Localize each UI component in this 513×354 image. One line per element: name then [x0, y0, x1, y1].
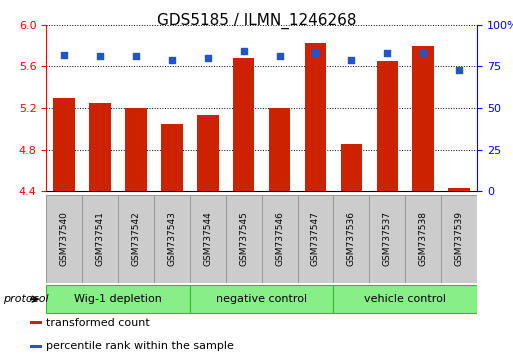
Bar	[369, 195, 405, 283]
Text: GSM737540: GSM737540	[60, 211, 69, 267]
Bar	[46, 195, 82, 283]
Text: GSM737538: GSM737538	[419, 211, 428, 267]
Point	[347, 57, 356, 63]
Bar	[154, 195, 190, 283]
Text: GSM737536: GSM737536	[347, 211, 356, 267]
Bar	[82, 195, 118, 283]
Bar	[341, 144, 362, 191]
Text: GSM737544: GSM737544	[203, 212, 212, 266]
Bar	[298, 195, 333, 283]
Bar	[262, 195, 298, 283]
Bar	[46, 285, 190, 314]
Bar	[30, 345, 42, 348]
Text: Wig-1 depletion: Wig-1 depletion	[74, 294, 162, 304]
Text: percentile rank within the sample: percentile rank within the sample	[46, 341, 234, 351]
Text: GDS5185 / ILMN_1246268: GDS5185 / ILMN_1246268	[157, 12, 356, 29]
Text: GSM737541: GSM737541	[95, 211, 105, 267]
Bar	[405, 195, 441, 283]
Bar	[89, 103, 111, 191]
Text: transformed count: transformed count	[46, 318, 150, 328]
Text: GSM737543: GSM737543	[167, 211, 176, 267]
Bar	[161, 124, 183, 191]
Bar	[269, 108, 290, 191]
Point	[455, 67, 463, 73]
Text: GSM737546: GSM737546	[275, 211, 284, 267]
Bar	[190, 195, 226, 283]
Bar	[412, 46, 434, 191]
Text: GSM737545: GSM737545	[239, 211, 248, 267]
Point	[60, 52, 68, 58]
Point	[240, 48, 248, 54]
Bar	[118, 195, 154, 283]
Bar	[441, 195, 477, 283]
Point	[204, 55, 212, 61]
Bar	[190, 285, 333, 314]
Text: protocol: protocol	[3, 294, 48, 304]
Bar	[377, 61, 398, 191]
Text: vehicle control: vehicle control	[364, 294, 446, 304]
Text: GSM737542: GSM737542	[131, 212, 141, 266]
Bar	[125, 108, 147, 191]
Text: GSM737539: GSM737539	[455, 211, 464, 267]
Point	[311, 50, 320, 56]
Text: negative control: negative control	[216, 294, 307, 304]
Bar	[333, 285, 477, 314]
Point	[168, 57, 176, 63]
Bar	[233, 58, 254, 191]
Point	[275, 53, 284, 59]
Bar	[53, 98, 75, 191]
Text: GSM737537: GSM737537	[383, 211, 392, 267]
Bar	[333, 195, 369, 283]
Bar	[305, 44, 326, 191]
Text: GSM737547: GSM737547	[311, 211, 320, 267]
Bar	[448, 188, 470, 191]
Bar	[226, 195, 262, 283]
Bar	[197, 115, 219, 191]
Bar	[30, 321, 42, 324]
Point	[383, 50, 391, 56]
Point	[132, 53, 140, 59]
Point	[419, 50, 427, 56]
Point	[96, 53, 104, 59]
